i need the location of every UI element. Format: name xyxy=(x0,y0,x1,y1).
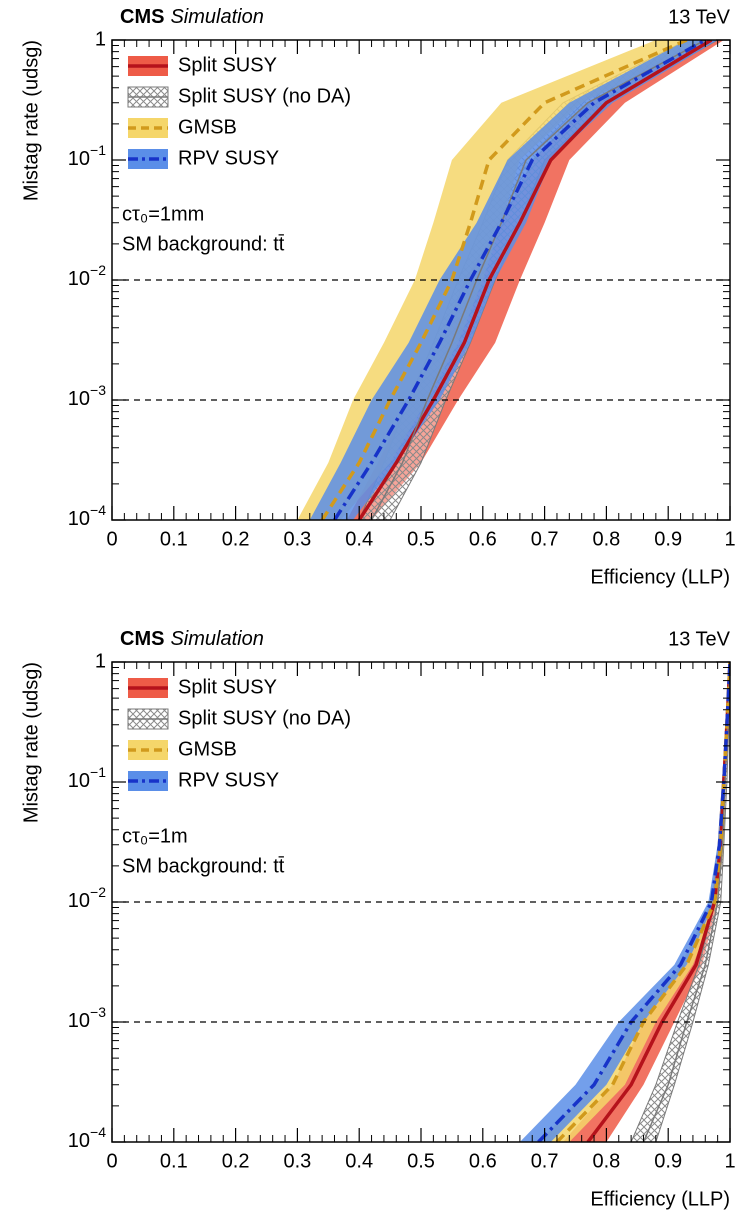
x-tick-label: 0.1 xyxy=(160,528,188,550)
y-tick-label: 10−1 xyxy=(68,142,106,171)
energy: 13 TeV xyxy=(668,628,731,650)
x-tick-label: 1 xyxy=(724,528,735,550)
y-axis-label: Mistag rate (udsg) xyxy=(20,662,42,823)
x-tick-label: 0.8 xyxy=(592,1150,620,1172)
annotation: SM background: tt̄ xyxy=(122,855,285,877)
x-tick-label: 0.5 xyxy=(407,1150,435,1172)
energy: 13 TeV xyxy=(668,6,731,28)
curve xyxy=(333,40,707,520)
x-tick-label: 0.4 xyxy=(345,528,373,550)
x-tick-label: 0.9 xyxy=(654,1150,682,1172)
x-tick-label: 0 xyxy=(106,1150,117,1172)
experiment: CMS xyxy=(120,628,164,650)
legend-label: GMSB xyxy=(178,116,237,138)
status: Simulation xyxy=(170,6,263,28)
x-axis-label: Efficiency (LLP) xyxy=(590,566,730,588)
y-tick-label: 10−3 xyxy=(68,382,106,411)
x-tick-label: 0 xyxy=(106,528,117,550)
x-axis-label: Efficiency (LLP) xyxy=(590,1188,730,1210)
x-tick-label: 0.1 xyxy=(160,1150,188,1172)
y-tick-label: 10−2 xyxy=(68,262,106,291)
y-axis-label: Mistag rate (udsg) xyxy=(20,40,42,201)
legend-swatch xyxy=(128,771,168,791)
legend-label: Split SUSY xyxy=(178,676,277,698)
uncertainty-band xyxy=(563,662,730,1142)
x-tick-label: 0.5 xyxy=(407,528,435,550)
x-tick-label: 0.3 xyxy=(283,528,311,550)
status: Simulation xyxy=(170,628,263,650)
header: CMS Simulation xyxy=(120,6,264,28)
uncertainty-band xyxy=(519,662,730,1142)
legend-label: Split SUSY (no DA) xyxy=(178,707,351,729)
legend-label: RPV SUSY xyxy=(178,147,279,169)
legend-label: Split SUSY (no DA) xyxy=(178,85,351,107)
y-tick-label: 10−3 xyxy=(68,1004,106,1033)
x-tick-label: 0.9 xyxy=(654,528,682,550)
uncertainty-band xyxy=(538,662,730,1142)
x-tick-label: 0.3 xyxy=(283,1150,311,1172)
experiment: CMS xyxy=(120,6,164,28)
x-tick-label: 0.2 xyxy=(222,1150,250,1172)
legend-label: Split SUSY xyxy=(178,54,277,76)
legend-swatch xyxy=(128,149,168,169)
x-tick-label: 1 xyxy=(724,1150,735,1172)
legend-label: GMSB xyxy=(178,738,237,760)
x-tick-label: 0.6 xyxy=(469,1150,497,1172)
x-tick-label: 0.6 xyxy=(469,528,497,550)
y-tick-label: 1 xyxy=(95,650,106,672)
y-tick-label: 10−2 xyxy=(68,884,106,913)
y-tick-label: 10−1 xyxy=(68,764,106,793)
annotation: SM background: tt̄ xyxy=(122,233,285,255)
legend-label: RPV SUSY xyxy=(178,769,279,791)
x-tick-label: 0.8 xyxy=(592,528,620,550)
x-tick-label: 0.7 xyxy=(531,528,559,550)
y-tick-label: 10−4 xyxy=(68,1124,106,1153)
uncertainty-band xyxy=(630,662,730,1142)
x-tick-label: 0.4 xyxy=(345,1150,373,1172)
y-tick-label: 10−4 xyxy=(68,502,106,531)
header: CMS Simulation xyxy=(120,628,264,650)
annotation: cτ₀=1mm xyxy=(122,203,204,225)
y-tick-label: 1 xyxy=(95,28,106,50)
annotation: cτ₀=1m xyxy=(122,825,188,847)
curve xyxy=(537,662,730,1142)
x-tick-label: 0.2 xyxy=(222,528,250,550)
x-tick-label: 0.7 xyxy=(531,1150,559,1172)
curve xyxy=(320,40,688,520)
